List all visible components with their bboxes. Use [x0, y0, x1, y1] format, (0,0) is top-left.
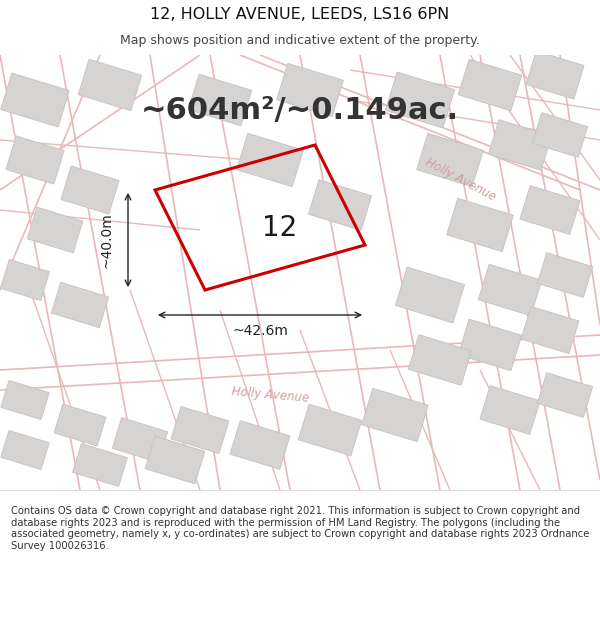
Polygon shape [1, 431, 49, 469]
Text: Contains OS data © Crown copyright and database right 2021. This information is : Contains OS data © Crown copyright and d… [11, 506, 589, 551]
Polygon shape [1, 381, 49, 419]
Polygon shape [538, 253, 593, 298]
Polygon shape [145, 436, 205, 484]
Polygon shape [1, 259, 49, 301]
Polygon shape [385, 72, 455, 128]
Polygon shape [188, 74, 252, 126]
Polygon shape [308, 180, 371, 230]
Polygon shape [277, 63, 343, 117]
Polygon shape [478, 264, 542, 316]
Polygon shape [73, 444, 127, 486]
Polygon shape [538, 372, 593, 418]
Polygon shape [409, 335, 472, 385]
Polygon shape [520, 186, 580, 234]
Polygon shape [112, 418, 167, 462]
Text: Holly Avenue: Holly Avenue [422, 156, 497, 204]
Text: Holly Avenue: Holly Avenue [230, 385, 310, 405]
Polygon shape [458, 59, 522, 111]
Polygon shape [526, 51, 584, 99]
Polygon shape [447, 198, 513, 252]
Text: Map shows position and indicative extent of the property.: Map shows position and indicative extent… [120, 34, 480, 47]
Text: 12, HOLLY AVENUE, LEEDS, LS16 6PN: 12, HOLLY AVENUE, LEEDS, LS16 6PN [151, 8, 449, 22]
Polygon shape [532, 112, 587, 158]
Text: 12: 12 [262, 214, 298, 241]
Polygon shape [52, 282, 109, 328]
Text: ~42.6m: ~42.6m [232, 324, 288, 338]
Polygon shape [488, 120, 551, 170]
Polygon shape [6, 136, 64, 184]
Polygon shape [27, 208, 83, 252]
Polygon shape [480, 386, 540, 434]
Polygon shape [237, 133, 303, 187]
Polygon shape [417, 133, 483, 187]
Polygon shape [230, 421, 290, 469]
Polygon shape [54, 404, 106, 446]
Polygon shape [521, 306, 579, 354]
Polygon shape [171, 406, 229, 454]
Polygon shape [395, 267, 464, 323]
Polygon shape [298, 404, 362, 456]
Polygon shape [362, 388, 428, 442]
Polygon shape [61, 166, 119, 214]
Polygon shape [458, 319, 522, 371]
Text: ~40.0m: ~40.0m [99, 212, 113, 268]
Text: ~604m²/~0.149ac.: ~604m²/~0.149ac. [141, 96, 459, 124]
Polygon shape [1, 73, 69, 127]
Polygon shape [78, 59, 142, 111]
